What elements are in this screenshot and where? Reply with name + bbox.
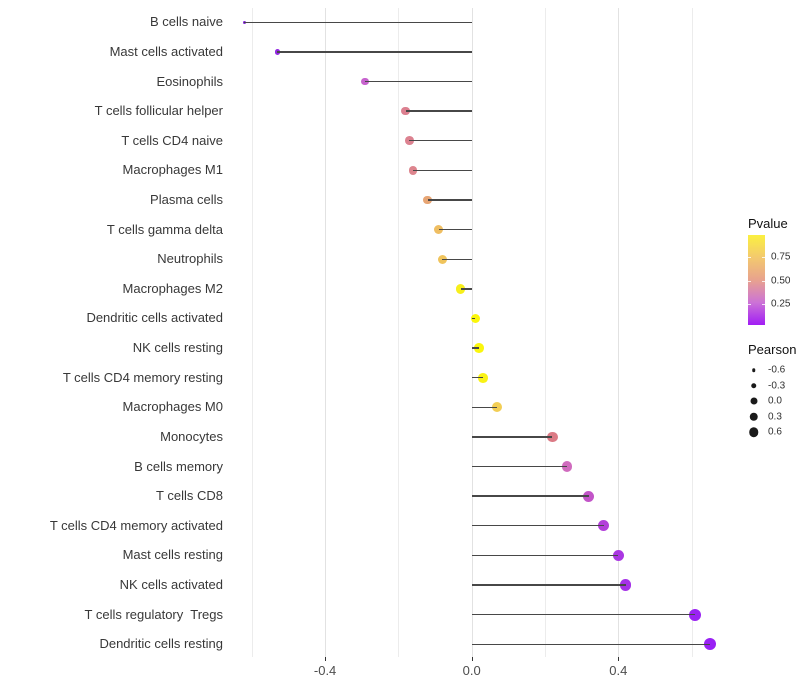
x-tick-mark: [471, 657, 473, 661]
lollipop-dot: [456, 284, 466, 294]
lollipop-stem: [471, 554, 619, 557]
lollipop-stem: [471, 495, 589, 497]
gridline: [251, 8, 253, 657]
lollipop-stem: [471, 584, 626, 586]
category-label: Dendritic cells activated: [86, 310, 223, 326]
category-label: T cells regulatory Tregs: [84, 606, 223, 622]
lollipop-stem: [365, 80, 472, 83]
lollipop-dot: [583, 490, 595, 502]
category-label: Mast cells resting: [122, 547, 223, 563]
lollipop-dot: [474, 343, 484, 353]
colorbar-label: 0.50: [771, 275, 791, 287]
category-label: NK cells resting: [132, 340, 223, 356]
pvalue-legend-title: Pvalue: [748, 216, 788, 231]
lollipop-stem: [471, 613, 696, 616]
lollipop-dot: [477, 372, 488, 383]
category-label: NK cells activated: [119, 577, 223, 593]
colorbar-tick: [762, 257, 765, 258]
gridline: [618, 8, 620, 657]
category-label: T cells CD4 memory resting: [62, 369, 223, 385]
lollipop-stem: [409, 140, 472, 142]
colorbar-tick: [748, 304, 751, 305]
lollipop-dot: [703, 638, 716, 651]
x-tick-label: 0.4: [609, 663, 628, 678]
lollipop-dot: [561, 461, 573, 472]
colorbar-label: 0.25: [771, 298, 791, 310]
category-label: T cells CD4 memory activated: [49, 517, 223, 533]
lollipop-stem: [471, 525, 604, 527]
lollipop-dot: [619, 579, 632, 591]
lollipop-stem: [277, 51, 472, 53]
lollipop-dot: [492, 402, 503, 413]
gridline: [398, 8, 400, 657]
pearson-size-label: -0.6: [768, 364, 786, 376]
category-label: T cells follicular helper: [94, 103, 223, 119]
lollipop-stem: [471, 377, 483, 379]
colorbar-tick: [748, 257, 751, 258]
lollipop-stem: [427, 199, 472, 201]
category-label: Macrophages M1: [122, 162, 223, 178]
category-label: T cells CD4 naive: [121, 132, 223, 148]
lollipop-dot: [547, 431, 558, 443]
lollipop-stem: [471, 465, 567, 468]
lollipop-dot: [274, 49, 281, 55]
x-tick-label: 0.0: [462, 663, 481, 678]
category-label: T cells gamma delta: [106, 221, 223, 237]
lollipop-stem: [471, 347, 480, 349]
pearson-size-dot: [748, 427, 759, 437]
category-label: Dendritic cells resting: [99, 636, 223, 652]
lollipop-stem: [438, 228, 472, 231]
category-label: Mast cells activated: [109, 43, 223, 59]
lollipop-stem: [460, 288, 472, 290]
pearson-size-label: -0.3: [768, 380, 786, 391]
colorbar-tick: [762, 281, 765, 282]
lollipop-dot: [689, 608, 702, 621]
lollipop-dot: [242, 20, 247, 24]
x-tick-mark: [618, 657, 620, 661]
gridline: [325, 8, 327, 657]
colorbar-label: 0.75: [771, 251, 791, 263]
lollipop-stem: [471, 406, 498, 408]
pearson-size-dot: [751, 368, 756, 372]
category-label: Macrophages M0: [122, 399, 223, 415]
lollipop-stem: [442, 258, 472, 260]
pearson-size-label: 0.0: [768, 395, 782, 407]
lollipop-dot: [612, 549, 624, 562]
lollipop-stem: [405, 110, 472, 112]
pearson-size-label: 0.3: [768, 411, 782, 422]
lollipop-dot: [437, 254, 447, 264]
lollipop-dot: [405, 136, 414, 146]
pvalue-colorbar: [748, 235, 765, 325]
colorbar-tick: [762, 304, 765, 305]
pearson-size-dot: [750, 397, 757, 405]
colorbar-tick: [748, 281, 751, 282]
x-tick-label: -0.4: [313, 663, 337, 678]
pearson-size-label: 0.6: [768, 426, 782, 438]
plot-panel: [228, 8, 740, 657]
lollipop-stem: [244, 21, 472, 23]
category-label: T cells CD8: [156, 488, 223, 504]
category-label: Eosinophils: [156, 73, 224, 89]
pearson-size-dot: [749, 412, 758, 421]
category-label: Monocytes: [160, 428, 223, 444]
lollipop-stem: [471, 643, 710, 645]
category-label: B cells memory: [134, 458, 223, 474]
lollipop-stem: [471, 436, 553, 438]
category-label: Plasma cells: [150, 192, 223, 207]
lollipop-dot: [423, 195, 433, 205]
gridline: [691, 8, 693, 657]
category-label: Neutrophils: [157, 251, 223, 267]
x-tick-mark: [325, 657, 327, 661]
pearson-size-dot: [750, 382, 757, 389]
lollipop-stem: [471, 317, 476, 320]
category-label: B cells naive: [150, 14, 223, 30]
gridline: [545, 8, 546, 657]
pearson-legend-title: Pearson: [748, 342, 797, 357]
gridline: [471, 8, 473, 657]
lollipop-dot: [470, 313, 481, 324]
lollipop-dot: [598, 520, 610, 532]
category-label: Macrophages M2: [122, 280, 223, 296]
lollipop-stem: [413, 169, 472, 172]
